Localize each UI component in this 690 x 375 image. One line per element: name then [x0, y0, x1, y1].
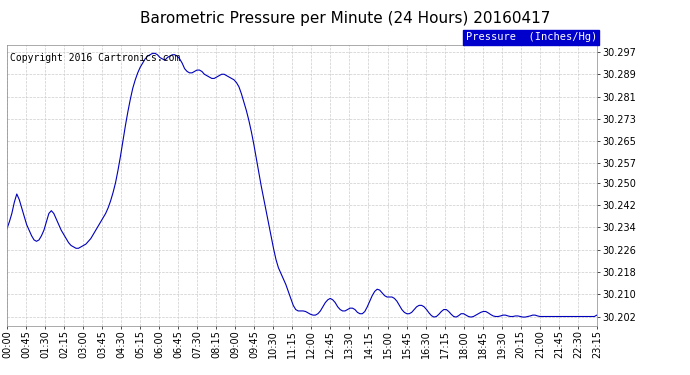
Text: Pressure  (Inches/Hg): Pressure (Inches/Hg) [466, 32, 597, 42]
Text: Barometric Pressure per Minute (24 Hours) 20160417: Barometric Pressure per Minute (24 Hours… [140, 11, 550, 26]
Text: Copyright 2016 Cartronics.com: Copyright 2016 Cartronics.com [10, 54, 180, 63]
